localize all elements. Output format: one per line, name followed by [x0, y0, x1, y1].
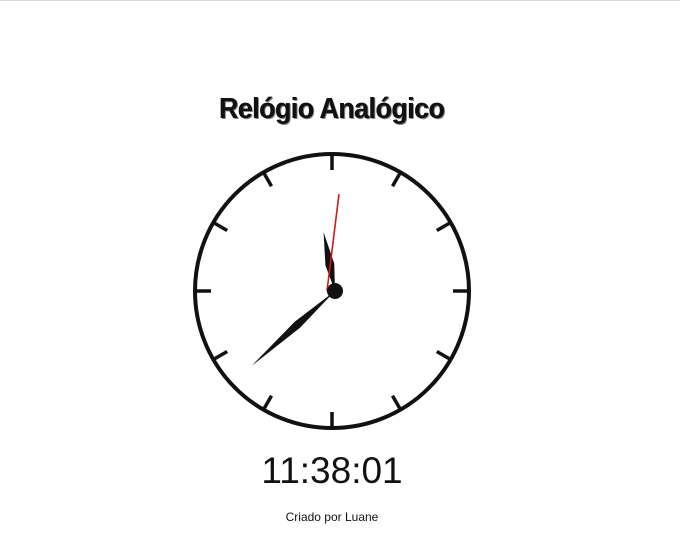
- clock-tick: [213, 349, 229, 361]
- hour-hand: [323, 232, 335, 291]
- second-hand: [326, 193, 340, 292]
- clock-tick: [435, 221, 451, 233]
- clock-tick: [390, 172, 402, 188]
- page-title: Relógio Analógico: [219, 93, 445, 125]
- credit-text: Criado por Luane: [285, 510, 379, 524]
- clock-tick: [435, 349, 451, 361]
- center-pin: [327, 283, 343, 299]
- clock-tick: [262, 172, 274, 188]
- minute-hand: [251, 291, 335, 366]
- clock-tick: [390, 394, 402, 410]
- clock-ticks: [196, 155, 468, 427]
- analog-clock: [193, 152, 471, 430]
- digital-time: 11:38:01: [261, 450, 403, 491]
- clock-tick: [262, 394, 274, 410]
- clock-tick: [213, 221, 229, 233]
